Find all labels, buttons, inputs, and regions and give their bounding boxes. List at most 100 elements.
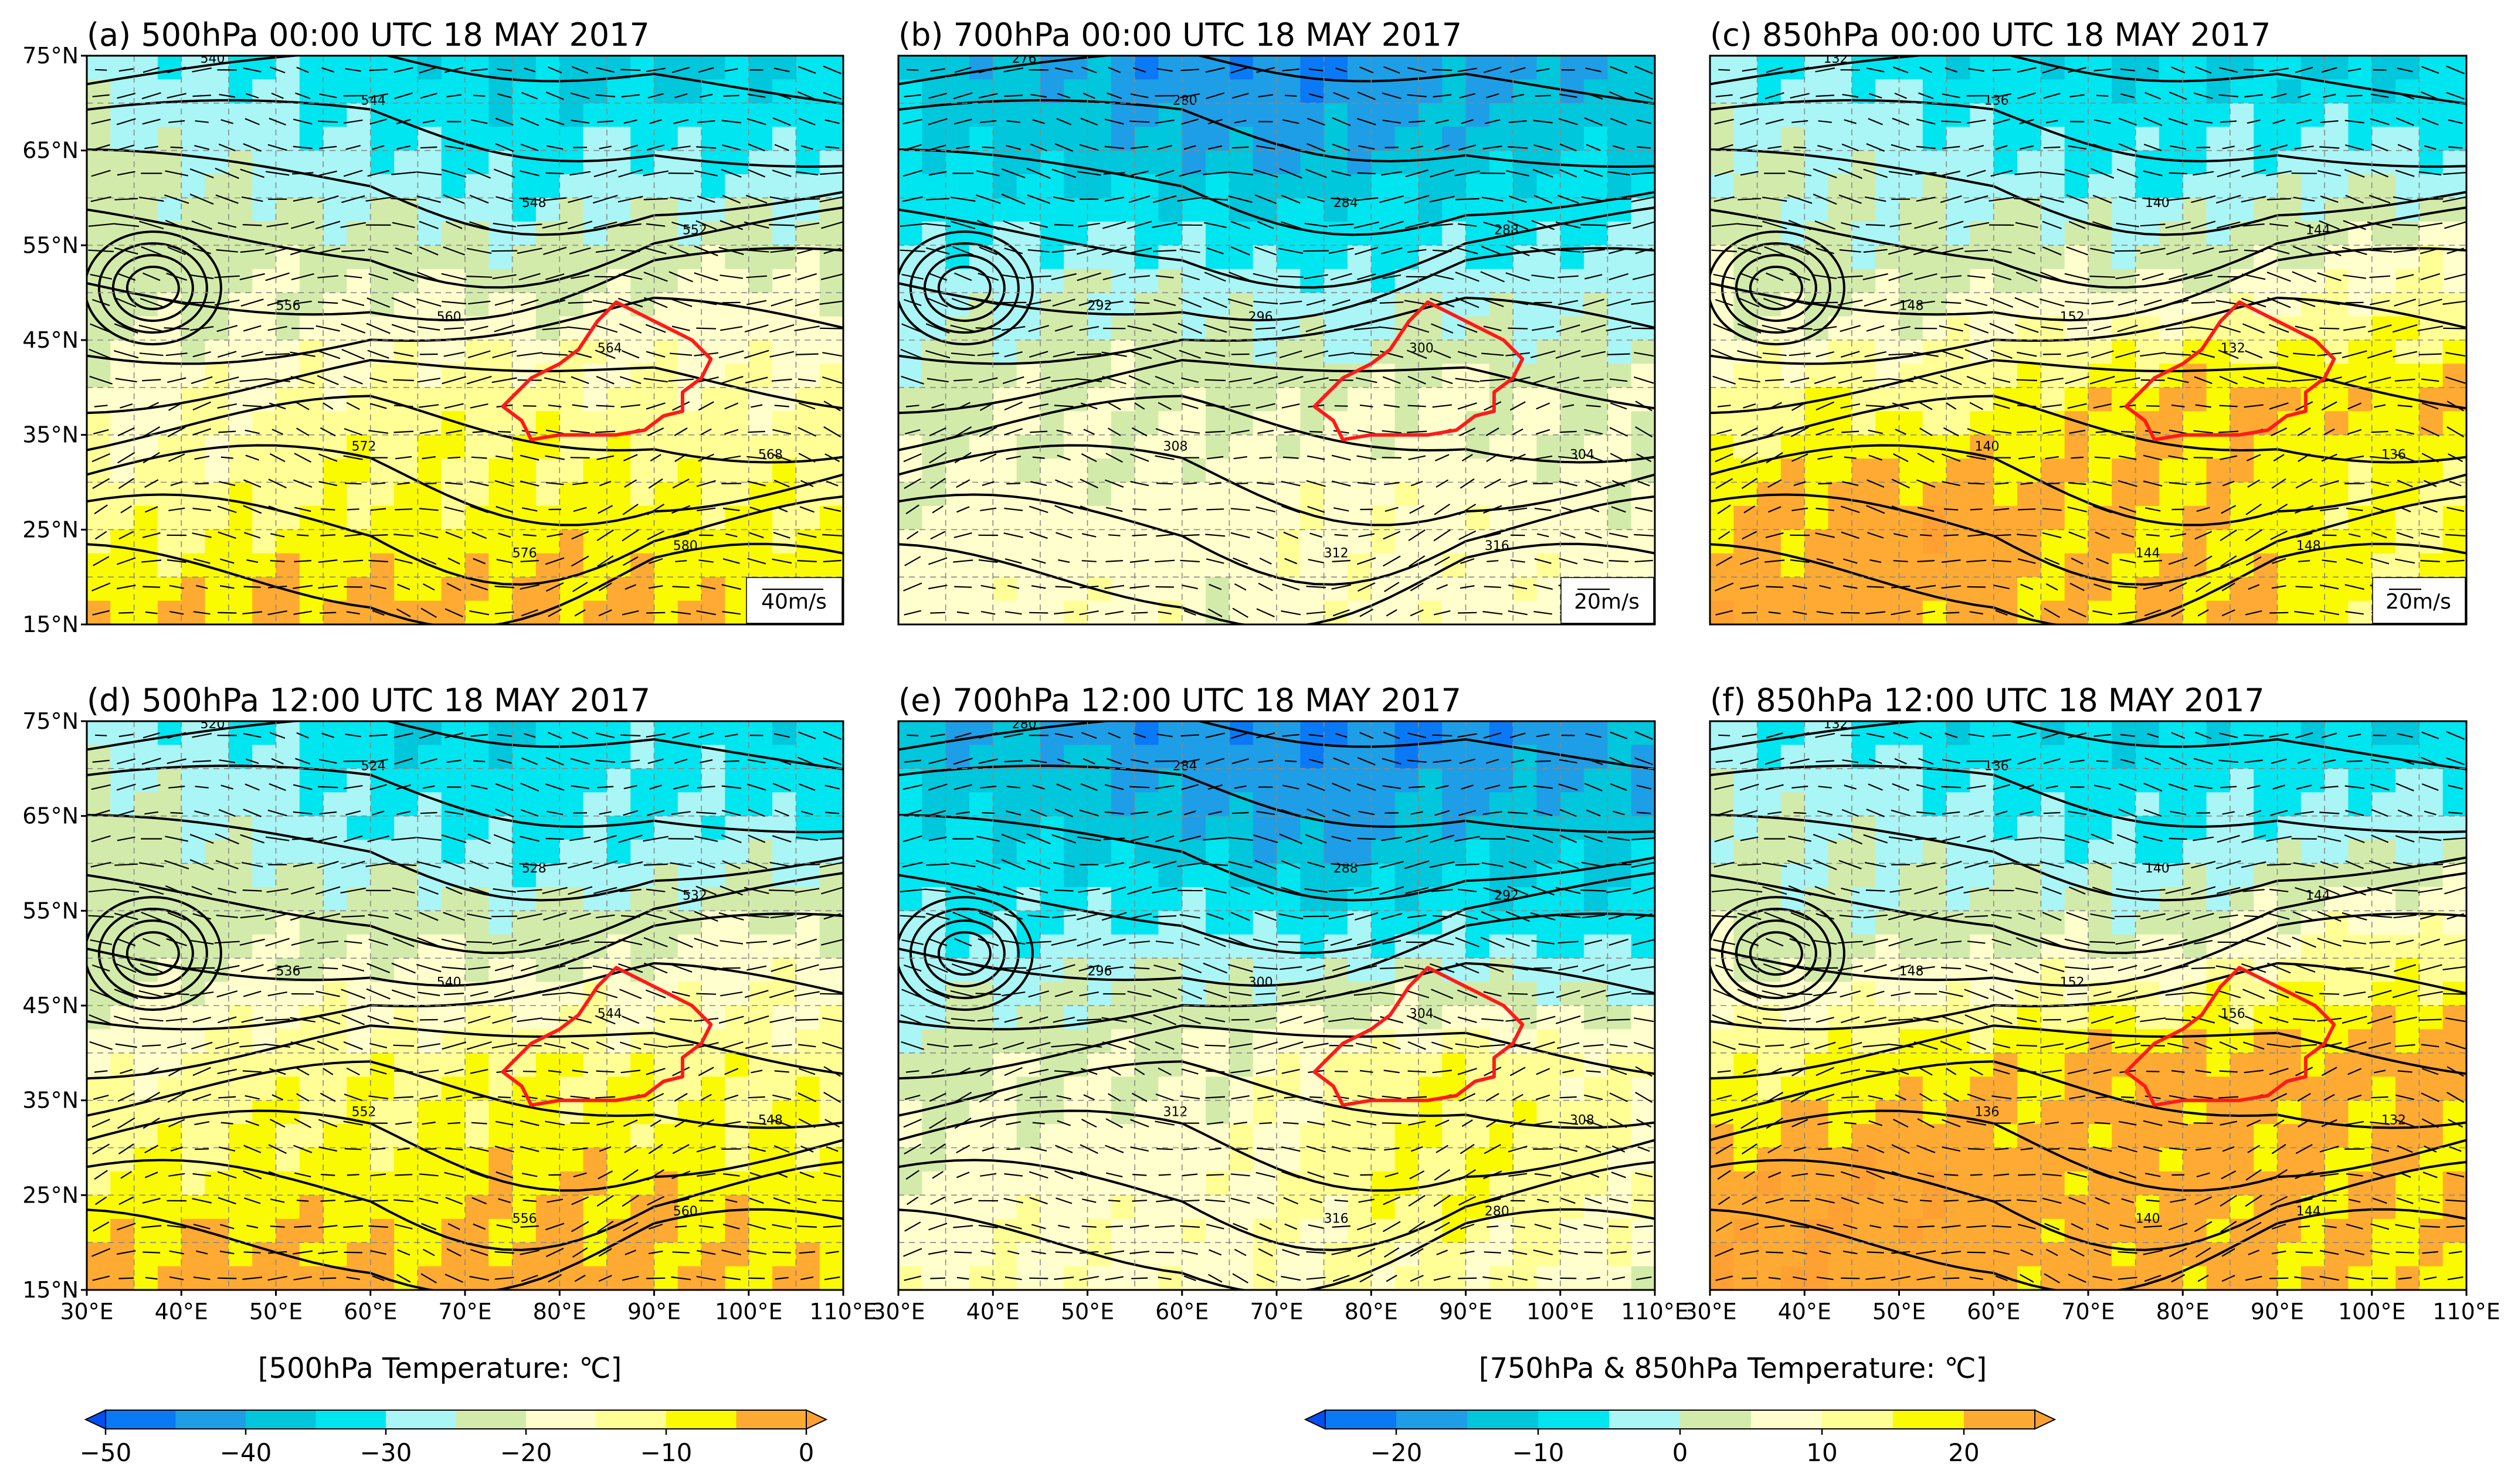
- wind-vector: [2146, 534, 2160, 536]
- wind-vector: [1407, 375, 1426, 385]
- temperature-cell: [1324, 553, 1348, 578]
- wind-vector: [1333, 507, 1349, 512]
- temperature-cell: [2206, 103, 2231, 127]
- wind-vector: [1792, 610, 1807, 615]
- wind-vector: [1152, 195, 1177, 203]
- temperature-cell: [1277, 150, 1301, 175]
- temperature-cell: [1064, 411, 1088, 436]
- temperature-cell: [1206, 364, 1230, 388]
- temperature-cell: [1229, 79, 1254, 104]
- temperature-cell: [2017, 364, 2042, 388]
- temperature-cell: [2041, 174, 2065, 199]
- wind-vector: [114, 198, 138, 201]
- wind-vector: [145, 611, 158, 614]
- temperature-cell: [418, 911, 442, 935]
- wind-vector: [1379, 220, 1404, 230]
- temperature-cell: [418, 1052, 442, 1077]
- wind-vector: [721, 169, 742, 178]
- wind-vector: [1791, 401, 1808, 411]
- temperature-cell: [583, 721, 608, 746]
- temperature-cell: [299, 958, 324, 983]
- temperature-cell: [1182, 198, 1206, 222]
- wind-vector: [1863, 168, 1888, 178]
- wind-vector: [2042, 220, 2062, 229]
- wind-vector: [117, 93, 136, 99]
- wind-vector: [1026, 376, 1051, 384]
- wind-vector: [241, 351, 263, 358]
- temperature-cell: [87, 482, 111, 507]
- wind-vector: [1766, 272, 1784, 281]
- temperature-cell: [1757, 459, 1782, 483]
- wind-vector: [1203, 171, 1228, 175]
- temperature-cell: [583, 103, 608, 127]
- wind-vector: [2193, 430, 2213, 434]
- temperature-cell: [2088, 434, 2113, 459]
- temperature-cell: [181, 340, 206, 365]
- wind-vector: [1357, 172, 1376, 175]
- temperature-cell: [181, 1029, 206, 1054]
- temperature-cell: [1087, 103, 1112, 127]
- temperature-cell: [1560, 198, 1584, 222]
- wind-vector: [2194, 120, 2213, 124]
- wind-vector: [1739, 118, 1759, 125]
- temperature-cell: [701, 529, 726, 554]
- wind-vector: [1511, 93, 1525, 98]
- wind-vector: [1253, 273, 1278, 281]
- temperature-cell: [1064, 269, 1088, 293]
- wind-vector: [367, 349, 389, 359]
- wind-vector: [2217, 169, 2240, 178]
- wind-vector: [1434, 556, 1450, 566]
- temperature-cell: [2064, 79, 2089, 104]
- wind-vector: [696, 327, 717, 330]
- temperature-cell: [2041, 245, 2065, 270]
- wind-vector: [1203, 222, 1227, 228]
- temperature-cell: [2041, 577, 2065, 602]
- wind-vector: [1739, 297, 1760, 308]
- wind-vector: [976, 219, 1000, 230]
- temperature-cell: [748, 958, 773, 983]
- wind-vector: [795, 222, 820, 228]
- temperature-cell: [2159, 387, 2183, 412]
- wind-vector: [2343, 274, 2367, 279]
- wind-vector: [192, 428, 212, 436]
- temperature-cell: [1922, 482, 1947, 507]
- wind-vector: [646, 351, 666, 358]
- wind-vector: [1737, 350, 1762, 359]
- wind-vector: [669, 246, 693, 256]
- temperature-cell: [1993, 364, 2018, 388]
- temperature-cell: [1371, 387, 1396, 412]
- temperature-cell: [1135, 340, 1159, 365]
- contour-label: 308: [1163, 439, 1188, 454]
- wind-vector: [1790, 559, 1810, 563]
- wind-vector: [1155, 275, 1174, 279]
- wind-vector: [2298, 560, 2310, 562]
- wind-vector: [2068, 531, 2086, 539]
- temperature-cell: [1347, 387, 1372, 412]
- wind-vector: [1134, 402, 1145, 410]
- y-tick-label: 45°N: [22, 327, 79, 353]
- temperature-cell: [772, 840, 797, 864]
- wind-vector: [1868, 429, 1883, 434]
- wind-vector: [89, 375, 113, 385]
- wind-vector: [170, 481, 183, 486]
- wind-vector: [2196, 507, 2210, 512]
- temperature-cell: [347, 411, 371, 436]
- temperature-cell: [725, 103, 749, 127]
- temperature-cell: [2088, 79, 2113, 104]
- wind-vector: [2241, 169, 2266, 178]
- wind-vector: [1636, 453, 1652, 463]
- temperature-cell: [535, 721, 560, 746]
- temperature-cell: [922, 505, 946, 531]
- temperature-cell: [394, 482, 419, 507]
- temperature-cell: [1513, 411, 1538, 436]
- temperature-cell: [2254, 293, 2278, 317]
- wind-vector: [498, 532, 511, 538]
- temperature-cell: [370, 816, 395, 840]
- temperature-cell: [606, 600, 631, 624]
- wind-vector: [1508, 146, 1528, 149]
- temperature-cell: [2230, 127, 2254, 151]
- temperature-cell: [819, 103, 843, 127]
- wind-vector: [619, 223, 642, 227]
- wind-vector: [218, 143, 236, 152]
- temperature-cell: [1733, 577, 1758, 602]
